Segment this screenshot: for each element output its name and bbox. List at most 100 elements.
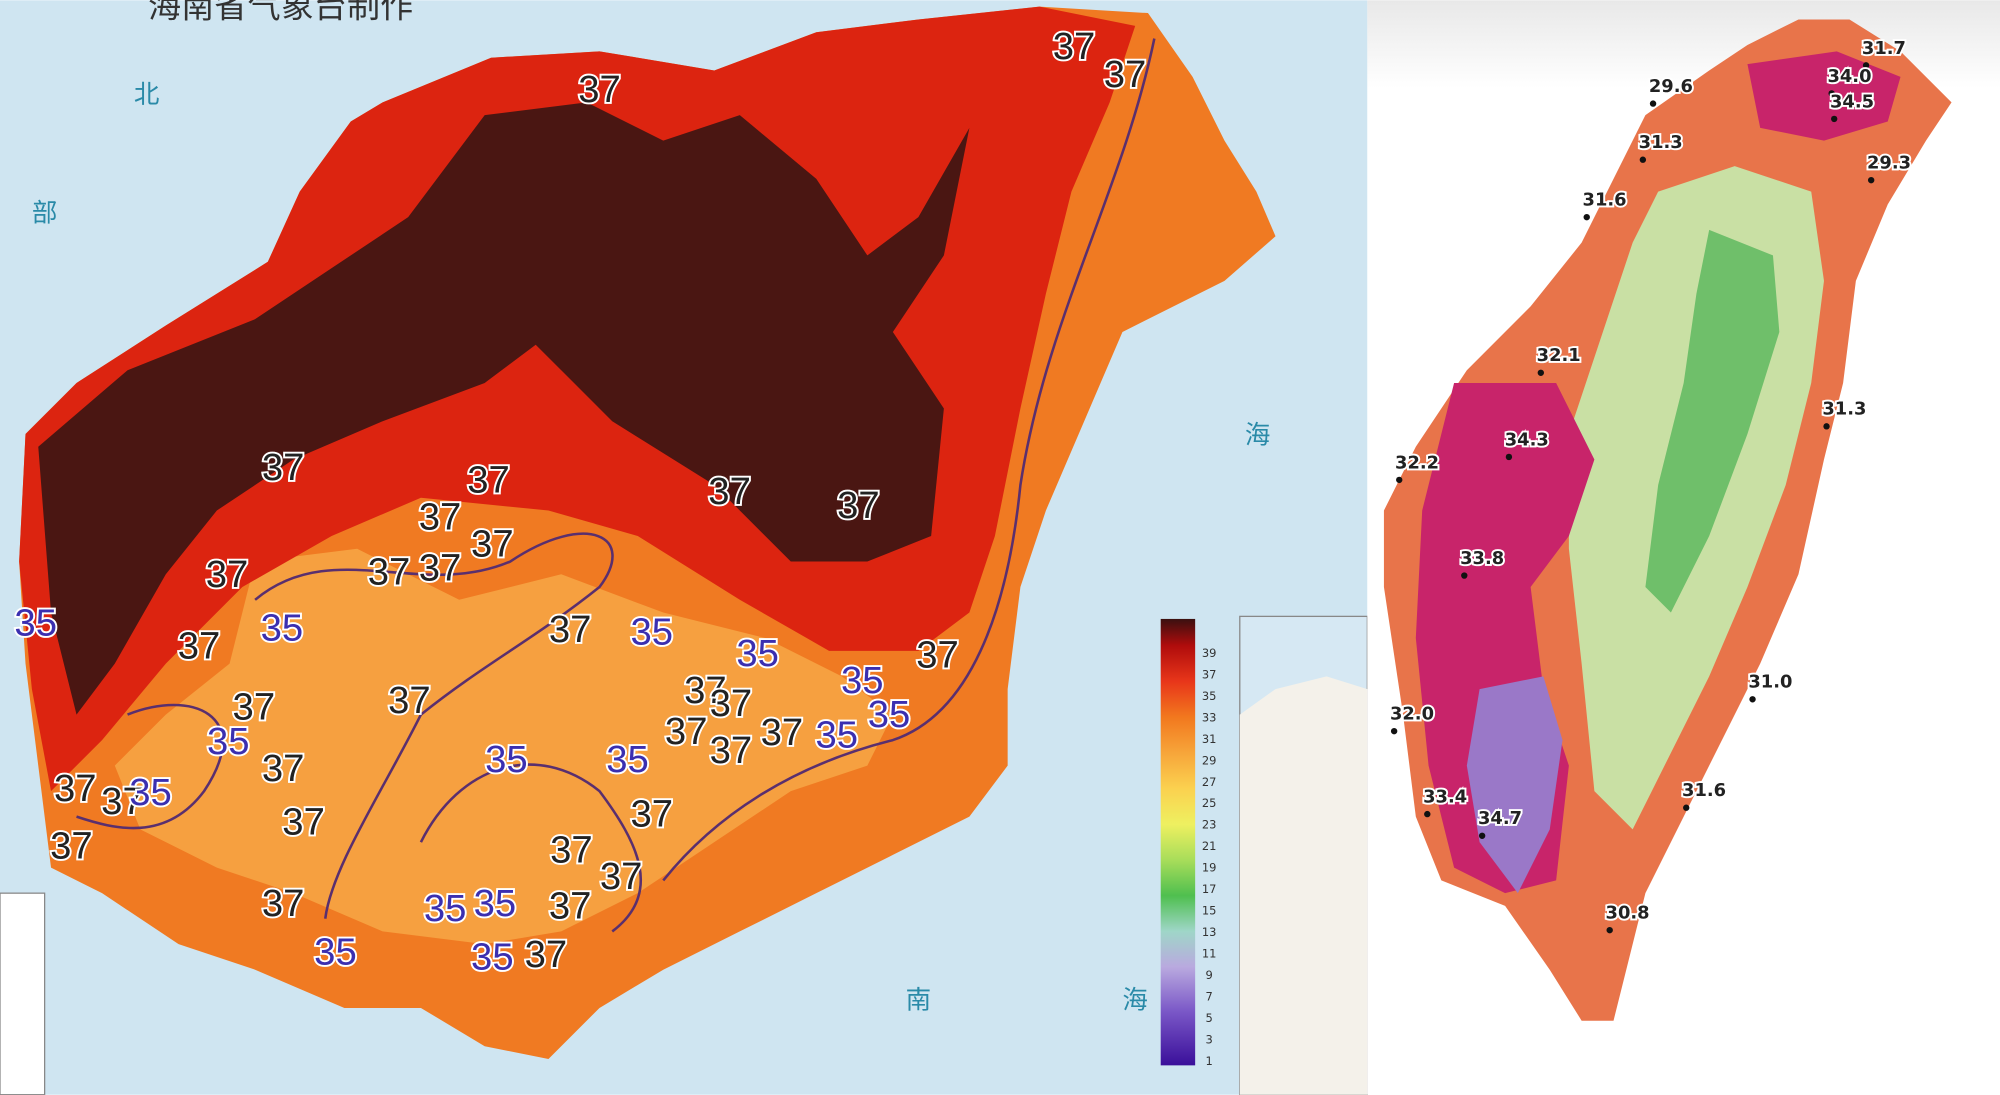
map-title: 海南省气象台制作: [148, 0, 413, 25]
station-value: 30.8: [1606, 903, 1650, 924]
sea-label: 海: [1122, 986, 1148, 1016]
station-dot: [1478, 832, 1486, 839]
sea-label: 南: [906, 986, 932, 1016]
station-dot: [1606, 926, 1613, 934]
station-dot: [1867, 176, 1875, 184]
isotherm-label: 37: [708, 470, 751, 513]
isotherm-label: 37: [578, 68, 621, 111]
isotherm-label: 37: [916, 633, 959, 676]
station-value: 31.3: [1639, 132, 1683, 153]
isotherm-label: 35: [736, 632, 779, 675]
isotherm-line: [76, 38, 1156, 933]
legend-tick: 19: [1202, 861, 1217, 875]
isotherm-label: 37: [600, 855, 643, 898]
station-value: 33.4: [1423, 787, 1467, 808]
legend-tick: 39: [1202, 646, 1217, 660]
legend-tick: 11: [1202, 947, 1217, 961]
sea-label: 北: [134, 80, 160, 110]
isotherm-label: 37: [761, 711, 804, 754]
isotherm-label: 37: [178, 624, 221, 667]
isotherm-label: 37: [710, 729, 753, 772]
isotherm-label: 37: [631, 793, 674, 836]
taiwan-labels: 31.7 29.6 34.0 34.5 31.3 29.3 31.6 32.1 31.3 34.3…: [1388, 36, 1913, 934]
isotherm-label: 37: [419, 547, 462, 590]
isotherm-label: 37: [206, 553, 249, 596]
isotherm-label: 37: [50, 825, 93, 868]
station-dot: [1649, 100, 1657, 107]
isotherm-label: 37: [419, 496, 462, 539]
station-dot: [1830, 115, 1838, 123]
hot-zone-max: [1466, 676, 1563, 894]
legend-tick: 1: [1206, 1054, 1213, 1068]
station-dot: [1390, 727, 1398, 735]
isotherm-label: 35: [261, 607, 304, 650]
sea-label: 部: [32, 199, 58, 229]
sea-label: 海: [1245, 421, 1271, 451]
station-value: 32.0: [1390, 704, 1434, 725]
isotherm-label: 35: [207, 720, 250, 763]
mountains-high: [1645, 229, 1780, 613]
isotherm-label: 37: [262, 882, 305, 925]
isotherm-label: 37: [54, 767, 97, 810]
station-value: 31.0: [1748, 672, 1792, 693]
isotherm-label: 37: [282, 800, 325, 843]
zone-37: [19, 6, 1136, 792]
isotherm-label: 37: [549, 608, 592, 651]
station-value: 31.6: [1682, 780, 1726, 801]
hot-zone-north: [1747, 51, 1901, 141]
isotherm-label: 35: [14, 601, 57, 644]
isotherm-label: 37: [233, 686, 276, 729]
station-value: 32.2: [1395, 452, 1439, 473]
station-value: 34.0: [1827, 66, 1871, 87]
zone-35: [114, 548, 893, 945]
isotherm-label: 37: [467, 459, 510, 502]
isotherm-label: 35: [471, 936, 514, 979]
isotherm-label: 37: [1053, 25, 1096, 68]
station-dot: [1461, 572, 1468, 579]
legend-colorbar: [1160, 618, 1196, 1066]
legend-tick: 13: [1202, 925, 1217, 939]
station-value: 31.6: [1583, 190, 1627, 211]
isotherm-label: 37: [525, 933, 568, 976]
isotherm-label: 37: [1104, 53, 1147, 96]
isotherm-label: 35: [606, 738, 649, 781]
legend-tick: 37: [1202, 667, 1217, 681]
legend-tick: 21: [1202, 839, 1217, 853]
station-value: 32.1: [1537, 345, 1581, 366]
legend-tick: 3: [1206, 1033, 1213, 1047]
station-value: 33.8: [1460, 548, 1504, 569]
station-value: 31.3: [1822, 399, 1866, 420]
isotherm-label: 37: [837, 484, 880, 527]
isotherm-label: 37: [368, 550, 411, 593]
zone-39: [38, 102, 970, 715]
station-dot: [1828, 90, 1835, 97]
isotherm-label: 35: [631, 610, 674, 653]
station-value: 34.3: [1505, 429, 1549, 450]
isotherm-label: 35: [314, 930, 357, 973]
isotherm-label: 35: [424, 887, 467, 930]
isotherm-label: 35: [841, 659, 884, 702]
station-value: 29.6: [1649, 76, 1693, 97]
station-dot: [1862, 62, 1870, 69]
legend-tick: 7: [1206, 990, 1213, 1004]
legend-tick: 5: [1206, 1011, 1213, 1025]
isotherm-label: 37: [471, 522, 514, 565]
isotherm-label: 35: [485, 738, 528, 781]
station-value: 31.7: [1862, 38, 1906, 59]
station-value: 34.7: [1478, 808, 1522, 829]
isotherm-label: 37: [684, 669, 727, 712]
isotherm-label: 37: [262, 446, 305, 489]
station-dot: [1823, 423, 1830, 430]
isotherm-label: 35: [474, 882, 517, 925]
legend-tick: 27: [1202, 775, 1217, 789]
isotherm-label: 37: [550, 828, 593, 871]
station-dot: [1424, 810, 1431, 818]
isotherm-label: 37: [549, 885, 592, 928]
isotherm-label: 37: [388, 679, 431, 722]
legend-tick: 33: [1202, 710, 1217, 724]
isotherm-label: 37: [262, 747, 305, 790]
legend-tick: 25: [1202, 796, 1217, 810]
